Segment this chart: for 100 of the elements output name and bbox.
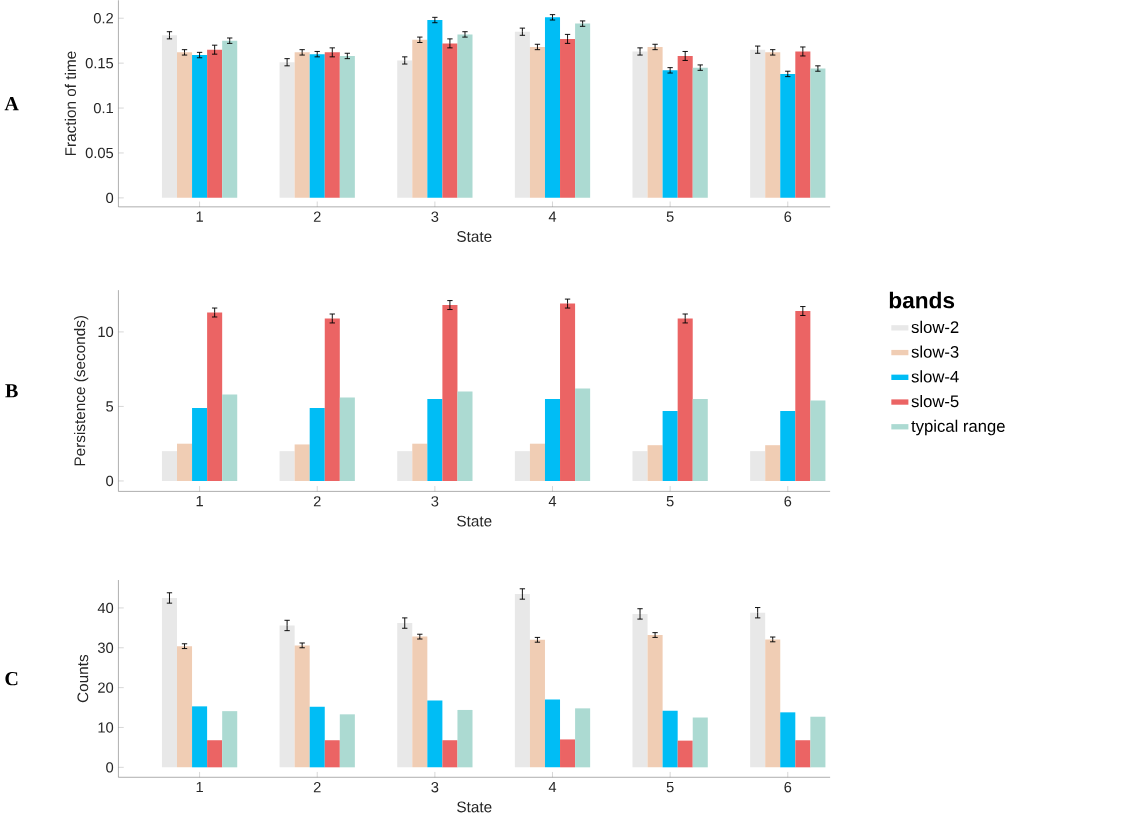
- x-tick-label: 4: [548, 782, 557, 793]
- bar: [560, 38, 576, 198]
- bar: [795, 740, 811, 768]
- y-tick-label: 0.2: [93, 13, 113, 24]
- bar: [339, 55, 355, 198]
- bar: [765, 52, 781, 198]
- bar: [780, 410, 796, 481]
- x-tick-label: 6: [784, 211, 792, 222]
- bar: [427, 399, 443, 481]
- bar: [765, 445, 781, 481]
- y-axis-title: Counts: [77, 654, 89, 703]
- x-tick-label: 5: [666, 496, 674, 507]
- bar: [632, 451, 648, 481]
- bar: [222, 711, 238, 768]
- bar: [457, 709, 473, 768]
- x-tick-label: 1: [196, 211, 203, 222]
- y-axis-title: Fraction of time: [64, 51, 77, 156]
- bar: [177, 646, 193, 768]
- bar: [780, 712, 796, 768]
- x-axis-title: State: [457, 801, 492, 813]
- legend-label: slow-2: [911, 320, 959, 334]
- bar: [294, 52, 310, 198]
- text: A: [4, 97, 19, 111]
- y-tick-label: 10: [98, 326, 114, 338]
- y-tick-label: 40: [97, 602, 114, 614]
- x-axis-title: State: [457, 515, 492, 527]
- bar: [529, 443, 545, 481]
- x-axis-title: State: [457, 231, 492, 242]
- x-tick-label: 4: [548, 496, 557, 507]
- bar: [309, 706, 325, 768]
- bar: [647, 445, 663, 481]
- y-tick-label: 0.05: [85, 147, 114, 159]
- x-tick-label: 4: [548, 211, 557, 222]
- x-tick-label: 3: [431, 782, 439, 793]
- bar: [161, 451, 177, 481]
- bar: [177, 52, 193, 198]
- bar: [575, 708, 591, 768]
- bar: [222, 394, 238, 481]
- bar: [427, 20, 443, 198]
- bar: [412, 39, 428, 198]
- y-tick-label: 5: [106, 401, 114, 412]
- bar: [514, 594, 530, 768]
- text: C: [5, 671, 18, 686]
- x-tick-label: 1: [196, 496, 203, 507]
- x-tick-label: 3: [431, 211, 439, 222]
- x-tick-label: 1: [196, 782, 203, 793]
- bar: [810, 68, 826, 198]
- x-tick-label: 6: [784, 496, 792, 507]
- bar: [529, 47, 545, 198]
- bar: [692, 399, 708, 481]
- x-tick-label: 2: [313, 496, 321, 507]
- bar: [632, 613, 648, 768]
- bar: [192, 55, 208, 198]
- bar: [207, 312, 223, 481]
- bar: [810, 716, 826, 768]
- bar: [662, 710, 678, 768]
- bar: [279, 625, 295, 768]
- y-tick-label: 0: [106, 762, 114, 773]
- bar: [161, 598, 177, 768]
- bar: [560, 739, 576, 768]
- bar: [795, 51, 811, 198]
- bar: [810, 400, 826, 481]
- y-tick-label: 0: [106, 475, 114, 487]
- legend-label: slow-4: [911, 370, 959, 383]
- bar: [692, 67, 708, 198]
- bar: [397, 60, 413, 198]
- legend-title: bands: [889, 291, 955, 309]
- y-axis-title: Persistence (seconds): [73, 315, 89, 466]
- bar: [279, 62, 295, 198]
- text: B: [5, 384, 18, 398]
- bar: [514, 451, 530, 481]
- legend-label: slow-3: [911, 345, 959, 358]
- bar: [339, 714, 355, 768]
- bar: [750, 612, 766, 768]
- bar: [575, 388, 591, 481]
- bar: [692, 717, 708, 768]
- bar: [529, 639, 545, 768]
- bar: [514, 31, 530, 198]
- bar: [279, 451, 295, 481]
- bar: [412, 636, 428, 768]
- x-tick-label: 2: [313, 211, 321, 222]
- bar: [457, 391, 473, 481]
- bar: [750, 49, 766, 198]
- x-tick-label: 5: [666, 211, 674, 222]
- bar: [544, 17, 561, 198]
- x-tick-label: 6: [784, 782, 792, 793]
- bar: [662, 70, 678, 198]
- bar: [397, 623, 413, 768]
- bar: [662, 410, 678, 481]
- bar: [324, 318, 340, 481]
- x-tick-label: 5: [666, 782, 674, 793]
- bar: [765, 639, 781, 768]
- x-tick-label: 3: [431, 496, 439, 507]
- bar: [575, 23, 591, 198]
- bar: [207, 49, 223, 198]
- bar: [780, 73, 796, 198]
- bar: [324, 52, 340, 198]
- bar: [647, 635, 663, 768]
- bar: [324, 740, 340, 768]
- bar: [161, 35, 177, 198]
